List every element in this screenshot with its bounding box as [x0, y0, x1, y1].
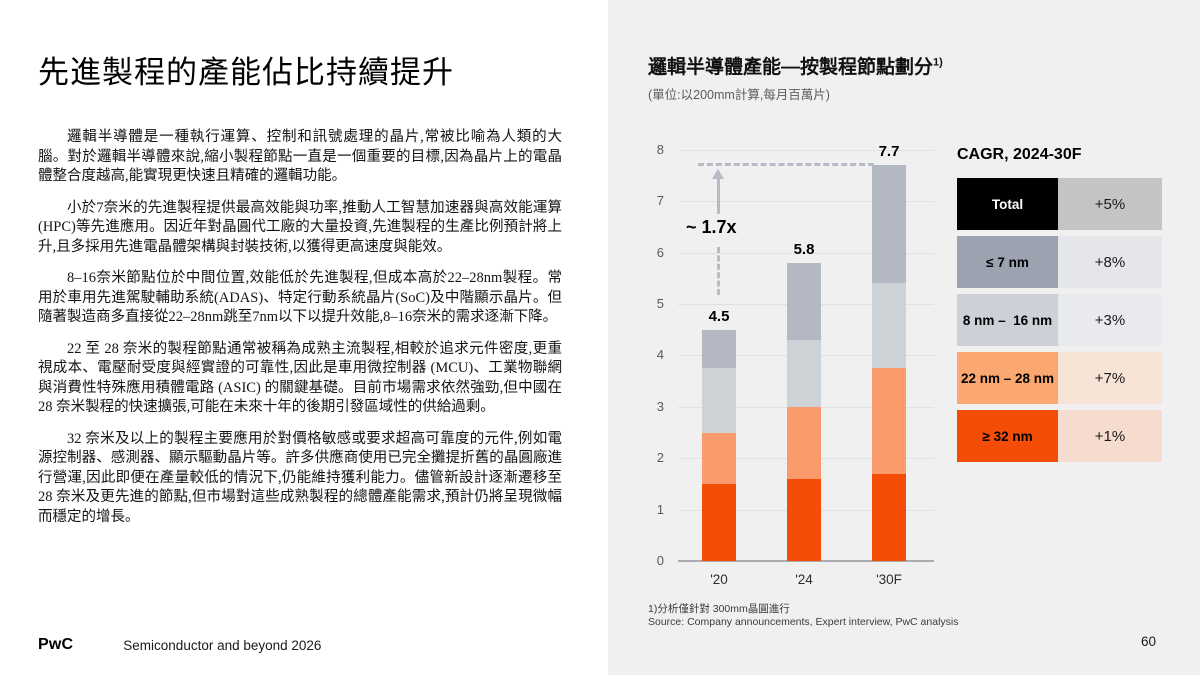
cagr-value-cell: +8%: [1058, 236, 1162, 288]
cagr-value-cell: +7%: [1058, 352, 1162, 404]
slide-footer: PwC Semiconductor and beyond 2026: [38, 633, 321, 657]
bar-segment-22-nm-28-nm: [702, 432, 736, 484]
cagr-row: Total +5%: [957, 178, 1162, 230]
footnote-marker: 1): [933, 56, 943, 69]
cagr-label-cell: ≤ 7 nm: [957, 236, 1058, 288]
footnote: 1)分析僅針對 300mm晶圓進行: [648, 603, 790, 615]
bar-total-label: 5.8: [793, 240, 815, 258]
chart-panel: 邏輯半導體產能—按製程節點劃分1) (單位:以200mm計算,每月百萬片) 0 1…: [608, 0, 1200, 675]
bar-segment-8-nm-16-nm: [872, 283, 906, 369]
dashed-target-line: [698, 163, 874, 167]
source-note: Source: Company announcements, Expert in…: [648, 616, 959, 628]
paragraph-logic-intro: 邏輯半導體是一種執行運算、控制和訊號處理的晶片,常被比喻為人類的大腦。對於邏輯半…: [38, 129, 562, 184]
bar-segment--32-nm: [702, 483, 736, 561]
page-number: 60: [1140, 634, 1156, 649]
body-text: 邏輯半導體是一種執行運算、控制和訊號處理的晶片,常被比喻為人類的大腦。對於邏輯半…: [38, 128, 562, 539]
gridline: [678, 149, 934, 151]
chart-title-text: 邏輯半導體產能—按製程節點劃分: [648, 57, 934, 78]
paragraph-sub7nm: 小於7奈米的先進製程提供最高效能與功率,推動人工智慧加速器與高效能運算(HPC)…: [38, 199, 562, 255]
cagr-label-cell: ≥ 32 nm: [957, 410, 1058, 462]
cagr-row: ≤ 7 nm +8%: [957, 236, 1162, 288]
paragraph-32nm-plus: 32 奈米及以上的製程主要應用於對價格敏感或要求超高可靠度的元件,例如電源控制器…: [38, 430, 562, 525]
pwc-logo: PwC: [38, 636, 74, 653]
growth-arrow-shaft-lower: [717, 247, 720, 296]
y-axis-tick-label: 7: [656, 193, 664, 209]
cagr-value-cell: +1%: [1058, 410, 1162, 462]
cagr-label-cell: 8 nm – 16 nm: [957, 294, 1058, 346]
x-axis-category-label: '30F: [876, 572, 902, 587]
y-axis-tick-label: 1: [656, 501, 664, 517]
bar-total-label: 4.5: [708, 307, 730, 325]
x-axis-category-label: '24: [795, 572, 813, 587]
growth-annotation-label: ~ 1.7x: [686, 217, 737, 238]
y-axis-tick-label: 6: [656, 244, 664, 260]
cagr-row: 8 nm – 16 nm +3%: [957, 294, 1162, 346]
growth-arrow-shaft: [717, 178, 720, 215]
report-title: Semiconductor and beyond 2026: [123, 637, 322, 653]
y-axis-tick-label: 5: [656, 296, 664, 311]
bar-segment-8-nm-16-nm: [787, 339, 821, 407]
bar-segment-22-nm-28-nm: [872, 368, 906, 474]
cagr-row: ≥ 32 nm +1%: [957, 410, 1162, 462]
cagr-label-cell: Total: [957, 178, 1058, 230]
bar-segment--32-nm: [787, 478, 821, 561]
cagr-row: 22 nm – 28 nm +7%: [957, 352, 1162, 404]
bar-segment--7-nm: [872, 165, 906, 284]
paragraph-8-16nm: 8–16奈米節點位於中間位置,效能低於先進製程,但成本高於22–28nm製程。常…: [38, 270, 562, 325]
cagr-value-cell: +3%: [1058, 294, 1162, 346]
x-axis-category-label: '20: [710, 572, 728, 587]
bar-total-label: 7.7: [878, 143, 900, 161]
y-axis-tick-label: 3: [656, 398, 664, 414]
chart-title: 邏輯半導體產能—按製程節點劃分1): [648, 52, 943, 79]
y-axis-tick-label: 0: [656, 553, 664, 568]
y-axis-tick-label: 4: [656, 347, 664, 363]
growth-arrow-head-icon: [712, 169, 724, 180]
bar-segment--32-nm: [872, 473, 906, 561]
bar-segment--7-nm: [787, 262, 821, 340]
bar-segment-22-nm-28-nm: [787, 406, 821, 479]
cagr-table-title: CAGR, 2024-30F: [957, 146, 1082, 163]
paragraph-22-28nm: 22 至 28 奈米的製程節點通常被稱為成熟主流製程,相較於追求元件密度,更重視…: [38, 340, 562, 416]
cagr-label-cell: 22 nm – 28 nm: [957, 352, 1058, 404]
x-axis-line: [678, 560, 934, 562]
chart-subtitle: (單位:以200mm計算,每月百萬片): [648, 88, 830, 102]
y-axis-tick-label: 2: [656, 450, 664, 466]
page-title: 先進製程的產能佔比持續提升: [38, 54, 454, 90]
cagr-value-cell: +5%: [1058, 178, 1162, 230]
gridline: [678, 201, 934, 203]
y-axis-tick-label: 8: [656, 141, 664, 157]
bar-segment-8-nm-16-nm: [702, 368, 736, 433]
stacked-bar-chart: 0 1 2 3 4 5 6 7 8 4.5 '20 5.8 '24 7.7 '30F ~ 1.7x: [608, 0, 968, 600]
gridline: [678, 252, 934, 254]
bar-segment--7-nm: [702, 329, 736, 369]
cagr-table: Total +5% ≤ 7 nm +8% 8 nm – 16 nm +3% 22 nm – …: [957, 178, 1162, 462]
